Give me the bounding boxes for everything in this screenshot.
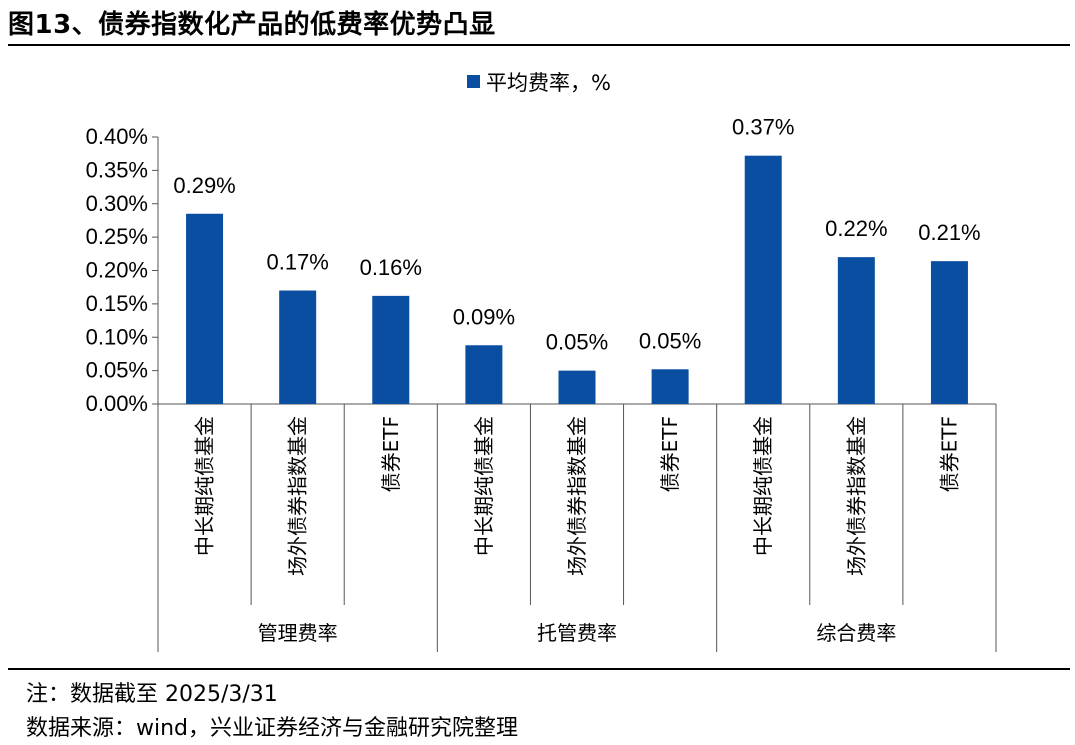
legend-swatch <box>467 75 480 88</box>
y-tick-label: 0.30% <box>86 191 148 216</box>
category-label: 场外债券指数基金 <box>844 416 868 576</box>
data-label: 0.21% <box>918 220 980 245</box>
data-label: 0.05% <box>546 330 608 355</box>
legend-label: 平均费率，% <box>486 71 611 95</box>
data-label: 0.22% <box>825 216 887 241</box>
category-label: 债券ETF <box>379 416 403 492</box>
bar <box>744 155 782 404</box>
y-tick-label: 0.15% <box>86 291 148 316</box>
y-tick-label: 0.35% <box>86 157 148 182</box>
y-tick-label: 0.10% <box>86 324 148 349</box>
group-label: 托管费率 <box>537 621 617 645</box>
category-label: 中长期纯债基金 <box>751 416 775 556</box>
y-tick-label: 0.40% <box>86 124 148 149</box>
bar <box>465 345 503 404</box>
data-label: 0.16% <box>360 255 422 280</box>
footer-rule <box>8 668 1070 670</box>
y-tick-label: 0.25% <box>86 224 148 249</box>
bar <box>558 370 596 404</box>
category-label: 中长期纯债基金 <box>193 416 217 556</box>
bar <box>837 257 875 404</box>
bar <box>279 290 317 404</box>
category-label: 中长期纯债基金 <box>472 416 496 556</box>
data-label: 0.09% <box>453 304 515 329</box>
data-label: 0.29% <box>173 173 235 198</box>
date-note: 注：数据截至 2025/3/31 <box>26 682 278 707</box>
bar <box>372 295 410 404</box>
title-rule <box>8 44 1070 46</box>
group-label: 综合费率 <box>816 621 896 645</box>
data-label: 0.05% <box>639 328 701 353</box>
y-tick-label: 0.20% <box>86 258 148 283</box>
data-label: 0.17% <box>266 250 328 275</box>
category-label: 债券ETF <box>658 416 682 492</box>
bar <box>651 369 689 404</box>
category-label: 债券ETF <box>937 416 961 492</box>
bar <box>930 261 968 404</box>
data-label: 0.37% <box>732 115 794 140</box>
category-label: 场外债券指数基金 <box>286 416 310 576</box>
group-label: 管理费率 <box>258 621 338 645</box>
bar <box>186 213 224 404</box>
category-label: 场外债券指数基金 <box>565 416 589 576</box>
chart-title: 图13、债券指数化产品的低费率优势凸显 <box>8 10 496 40</box>
y-tick-label: 0.05% <box>86 358 148 383</box>
source-note: 数据来源：wind，兴业证券经济与金融研究院整理 <box>26 716 519 741</box>
y-tick-label: 0.00% <box>86 391 148 416</box>
